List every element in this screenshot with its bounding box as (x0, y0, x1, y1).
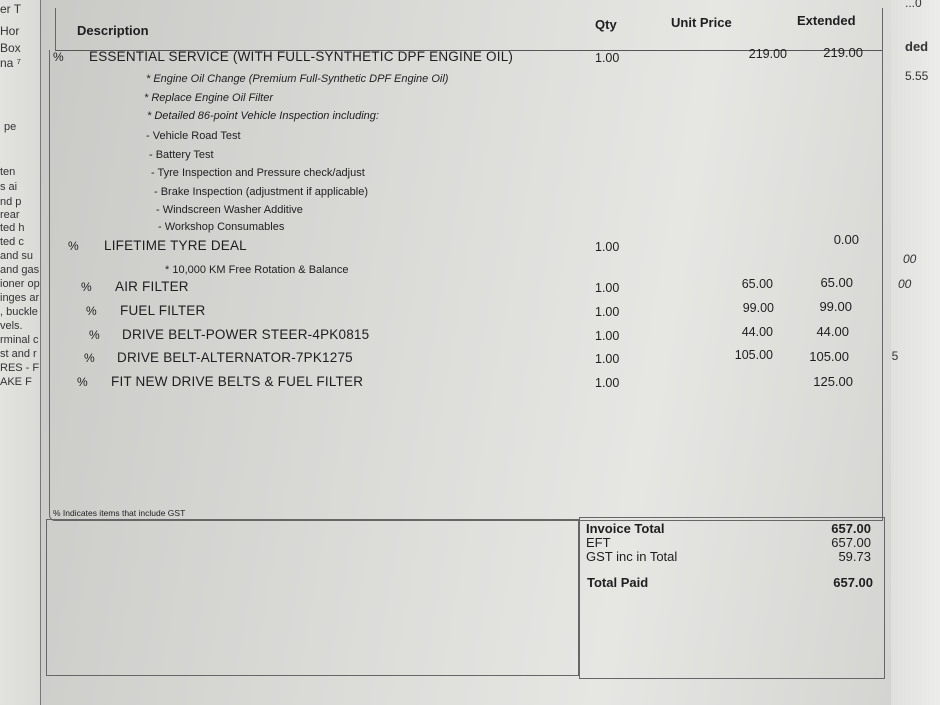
line-items-area (49, 50, 883, 521)
item-detail: - Brake Inspection (adjustment if applic… (154, 186, 368, 198)
item-description: DRIVE BELT-POWER STEER-4PK0815 (122, 327, 370, 342)
notes-box (46, 519, 579, 676)
item-qty: 1.00 (595, 376, 620, 390)
item-unit-price: 44.00 (741, 325, 773, 339)
gst-label: GST inc in Total (586, 549, 678, 564)
totals-box (579, 517, 885, 679)
item-description: AIR FILTER (115, 279, 189, 294)
total-paid-label: Total Paid (587, 575, 649, 590)
header-extended: Extended (797, 13, 856, 28)
item-detail: - Tyre Inspection and Pressure check/adj… (151, 167, 365, 179)
item-qty: 1.00 (595, 281, 620, 295)
item-qty: 1.00 (595, 329, 620, 343)
invoice-total-value: 657.00 (831, 521, 871, 536)
gst-indicator: % (81, 280, 92, 294)
header-qty: Qty (595, 17, 617, 32)
background-fragment: nd p (0, 196, 22, 208)
item-qty: 1.00 (595, 305, 620, 319)
item-detail: - Vehicle Road Test (146, 130, 241, 142)
item-unit-price: 105.00 (734, 348, 773, 362)
background-fragment: AKE F (0, 376, 32, 388)
item-detail: - Windscreen Washer Additive (156, 204, 303, 216)
gst-indicator: % (53, 50, 64, 64)
gst-note: % Indicates items that include GST (53, 508, 186, 518)
item-description: DRIVE BELT-ALTERNATOR-7PK1275 (117, 350, 353, 365)
background-fragment: s ai (0, 181, 18, 193)
background-fragment: 00 (898, 277, 912, 291)
item-description: ESSENTIAL SERVICE (WITH FULL-SYNTHETIC D… (89, 49, 514, 64)
invoice-sheet: Description Qty Unit Price Extended % ESS… (40, 0, 891, 705)
gst-indicator: % (84, 351, 95, 365)
background-fragment: inges ar (0, 292, 40, 304)
item-detail: * Detailed 86-point Vehicle Inspection i… (147, 110, 379, 122)
item-extended: 125.00 (813, 374, 853, 389)
background-fragment: ted c (0, 236, 24, 248)
item-detail: * Replace Engine Oil Filter (144, 92, 274, 104)
item-extended: 219.00 (823, 45, 863, 60)
item-extended: 44.00 (816, 324, 849, 339)
background-fragment: pe (4, 121, 17, 133)
gst-indicator: % (86, 304, 97, 318)
background-fragment: Hor (0, 24, 20, 38)
item-qty: 1.00 (595, 352, 620, 366)
background-fragment: er T (0, 2, 22, 16)
background-fragment: vels. (0, 320, 23, 332)
item-extended: 99.00 (819, 299, 852, 314)
eft-value: 657.00 (831, 535, 871, 550)
item-unit-price: 99.00 (742, 301, 774, 315)
background-fragment: 00 (903, 252, 917, 266)
item-qty: 1.00 (595, 51, 620, 65)
item-description: FUEL FILTER (120, 303, 206, 318)
total-paid-value: 657.00 (833, 575, 873, 590)
item-extended: 105.00 (809, 349, 849, 364)
table-header (55, 8, 883, 51)
background-fragment: na ⁷ (0, 56, 22, 70)
item-detail: - Workshop Consumables (158, 221, 285, 233)
item-unit-price: 219.00 (748, 47, 787, 61)
gst-indicator: % (77, 375, 88, 389)
item-extended: 0.00 (833, 232, 859, 247)
item-description: FIT NEW DRIVE BELTS & FUEL FILTER (111, 374, 364, 389)
item-unit-price: 65.00 (741, 277, 773, 291)
header-description: Description (77, 23, 149, 38)
background-fragment: Box (0, 41, 21, 55)
background-fragment: ten (0, 166, 16, 178)
gst-indicator: % (68, 239, 79, 253)
background-fragment: ded (905, 39, 929, 54)
gst-indicator: % (89, 328, 100, 342)
background-fragment: rear (0, 209, 20, 221)
background-fragment: ioner op (0, 278, 40, 290)
background-fragment: 5.55 (905, 69, 929, 83)
item-qty: 1.00 (595, 240, 620, 254)
item-detail: * Engine Oil Change (Premium Full-Synthe… (146, 73, 449, 85)
eft-label: EFT (586, 535, 611, 550)
item-detail: * 10,000 KM Free Rotation & Balance (165, 264, 349, 276)
invoice-total-label: Invoice Total (586, 521, 665, 536)
item-description: LIFETIME TYRE DEAL (104, 238, 247, 253)
background-fragment: ted h (0, 222, 25, 234)
background-fragment: and su (0, 250, 34, 262)
background-fragment: and gas (0, 264, 40, 276)
background-fragment: , buckle (0, 306, 38, 318)
item-extended: 65.00 (820, 275, 853, 290)
header-unit-price: Unit Price (671, 15, 732, 30)
background-fragment: rminal c (0, 334, 39, 346)
background-fragment: st and r (0, 348, 37, 360)
background-fragment: ...0 (905, 0, 922, 10)
item-detail: - Battery Test (149, 149, 214, 161)
background-fragment: RES - F (0, 362, 40, 374)
gst-value: 59.73 (838, 549, 871, 564)
